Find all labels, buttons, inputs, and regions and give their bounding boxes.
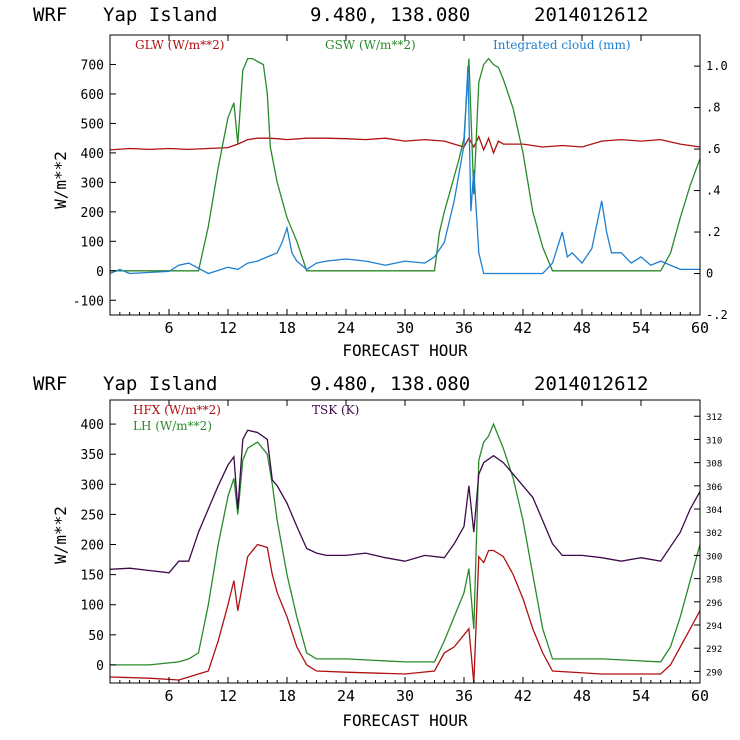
chart1-x-tick-label: 60 (691, 319, 709, 337)
chart1-plot-frame (109, 34, 701, 316)
heat-flux-chart: 6 12 18 24 30 36 42 48 54 60 0 50 100 150 200 250 300 350… (51, 399, 722, 730)
chart2-y-tick-label: 250 (81, 508, 104, 523)
chart1-series-gsw (110, 57, 701, 272)
chart1-header-model: WRF (33, 4, 68, 26)
chart2-x-tick-label: 18 (278, 687, 296, 705)
chart2-y2-tick-label: 312 (706, 413, 722, 423)
chart2-plot-frame (109, 399, 701, 684)
chart2-y-tick-label: 150 (81, 569, 104, 584)
chart1-legend-cloud: Integrated cloud (mm) (493, 38, 631, 52)
chart1-y2-tick-label: .8 (706, 101, 720, 115)
chart2-y-tick-label: 100 (81, 599, 104, 614)
chart1-ticks: 6 12 18 24 30 36 42 48 54 60 -100 0 100 200 300 400 500 6… (73, 35, 728, 337)
chart1-header-location: Yap Island (103, 4, 218, 26)
chart2-x-axis-label: FORECAST HOUR (342, 711, 468, 730)
chart2-y-axis-label: W/m**2 (51, 506, 70, 564)
chart2-y2-tick-label: 290 (706, 668, 722, 678)
chart1-x-tick-label: 12 (219, 319, 237, 337)
chart2-y2-tick-label: 292 (706, 645, 722, 655)
chart2-y2-tick-label: 304 (706, 506, 722, 516)
chart2-header-model: WRF (33, 373, 68, 395)
chart2-y-tick-label: 50 (88, 629, 104, 644)
chart1-header-run: 2014012612 (534, 4, 649, 26)
chart2-y2-tick-label: 298 (706, 576, 722, 586)
chart1-y-tick-label: 200 (81, 206, 104, 221)
chart1-y-tick-label: 700 (81, 58, 104, 73)
chart1-y-tick-label: 500 (81, 117, 104, 132)
chart1-legend-gsw: GSW (W/m**2) (325, 38, 416, 52)
chart2-y-tick-label: 400 (81, 418, 104, 433)
chart2-y2-tick-label: 308 (706, 460, 722, 470)
chart2-series-lh (110, 422, 701, 666)
chart2-x-tick-label: 48 (573, 687, 591, 705)
chart1-series-layer (109, 57, 701, 275)
chart2-series-layer (109, 422, 701, 684)
chart2-header-location: Yap Island (103, 373, 218, 395)
chart1-x-tick-label: 42 (514, 319, 532, 337)
chart1-x-tick-label: 6 (164, 319, 173, 337)
chart2-ticks: 6 12 18 24 30 36 42 48 54 60 0 50 100 150 200 250 300 350… (81, 400, 722, 705)
chart1-y2-tick-label: .4 (706, 184, 720, 198)
chart2-y-tick-label: 200 (81, 539, 104, 554)
chart2-x-tick-label: 30 (396, 687, 414, 705)
chart2-legend-lh: LH (W/m**2) (133, 419, 212, 433)
chart1-header-coords: 9.480, 138.080 (310, 4, 471, 26)
chart1-y2-tick-label: 0 (706, 267, 713, 281)
chart1-series-glw (109, 135, 701, 155)
chart1-y-tick-label: 400 (81, 147, 104, 162)
chart2-series-hfx (109, 543, 701, 684)
chart1-y-tick-label: 100 (81, 235, 104, 250)
chart2-x-tick-label: 36 (455, 687, 473, 705)
chart1-x-axis-label: FORECAST HOUR (342, 341, 468, 360)
chart2-x-tick-label: 60 (691, 687, 709, 705)
chart2-x-tick-label: 12 (219, 687, 237, 705)
chart2-x-tick-label: 54 (632, 687, 650, 705)
chart1-x-tick-label: 54 (632, 319, 650, 337)
chart1-y-tick-label: 300 (81, 176, 104, 191)
chart2-y2-tick-label: 302 (706, 529, 722, 539)
chart2-y-tick-label: 350 (81, 448, 104, 463)
chart1-y-tick-label: 600 (81, 88, 104, 103)
chart1-y-tick-label: -100 (73, 294, 104, 309)
chart2-y-tick-label: 300 (81, 478, 104, 493)
chart1-y2-tick-label: .6 (706, 142, 720, 156)
chart2-x-tick-label: 6 (164, 687, 173, 705)
chart1-y2-tick-label: -.2 (706, 308, 728, 322)
chart2-y2-tick-label: 306 (706, 483, 722, 493)
chart1-legend-glw: GLW (W/m**2) (135, 38, 224, 52)
chart1-y-tick-label: 0 (96, 265, 104, 280)
chart2-header-run: 2014012612 (534, 373, 649, 395)
chart2-x-tick-label: 42 (514, 687, 532, 705)
chart2-y-tick-label: 0 (96, 659, 104, 674)
chart2-y2-tick-label: 300 (706, 552, 722, 562)
chart1-series-cloud (109, 66, 700, 275)
chart2-x-tick-label: 24 (337, 687, 355, 705)
chart2-series-tsk (109, 429, 701, 574)
chart1-y2-tick-label: 1.0 (706, 59, 728, 73)
radiation-chart: 6 12 18 24 30 36 42 48 54 60 -100 0 100 200 300 400 500 6… (51, 34, 728, 360)
chart1-x-tick-label: 18 (278, 319, 296, 337)
chart2-legend-tsk: TSK (K) (312, 403, 359, 417)
chart1-x-tick-label: 24 (337, 319, 355, 337)
chart2-y2-tick-label: 310 (706, 436, 722, 446)
chart2-legend-hfx: HFX (W/m**2) (133, 403, 221, 417)
chart1-y2-tick-label: .2 (706, 225, 720, 239)
chart1-x-tick-label: 48 (573, 319, 591, 337)
chart2-header-coords: 9.480, 138.080 (310, 373, 471, 395)
chart2-y2-tick-label: 294 (706, 622, 722, 632)
chart2-y2-tick-label: 296 (706, 599, 722, 609)
chart1-x-tick-label: 30 (396, 319, 414, 337)
chart1-y-axis-label: W/m**2 (51, 151, 70, 209)
chart1-x-tick-label: 36 (455, 319, 473, 337)
